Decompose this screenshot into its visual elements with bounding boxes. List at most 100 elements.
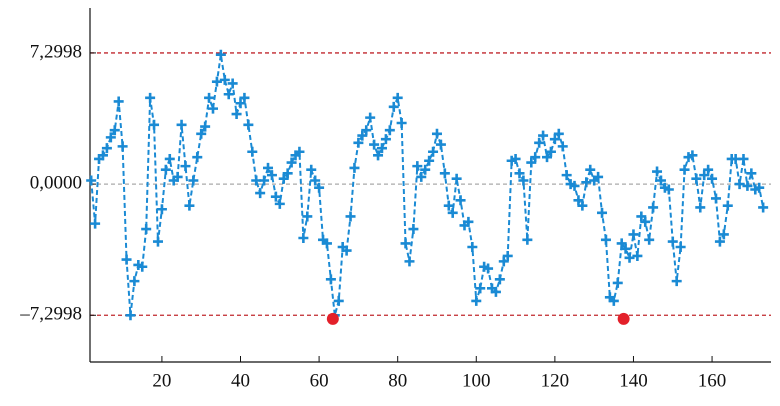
point-marker bbox=[141, 224, 152, 235]
point-marker bbox=[412, 161, 423, 172]
point-marker bbox=[353, 137, 364, 148]
point-marker bbox=[608, 295, 619, 306]
point-marker bbox=[215, 49, 226, 60]
point-marker bbox=[164, 153, 175, 164]
point-marker bbox=[341, 245, 352, 256]
point-marker bbox=[475, 283, 486, 294]
point-marker bbox=[738, 153, 749, 164]
x-tick-label: 160 bbox=[698, 370, 727, 391]
point-marker bbox=[121, 254, 132, 265]
point-marker bbox=[400, 238, 411, 249]
point-marker bbox=[648, 202, 659, 213]
point-marker bbox=[522, 234, 533, 245]
point-marker bbox=[156, 204, 167, 215]
point-marker bbox=[420, 164, 431, 175]
point-marker bbox=[652, 166, 663, 177]
point-marker bbox=[129, 276, 140, 287]
point-marker bbox=[424, 155, 435, 166]
x-tick-label: 120 bbox=[541, 370, 570, 391]
point-marker bbox=[703, 164, 714, 175]
point-marker bbox=[286, 157, 297, 168]
point-marker bbox=[373, 150, 384, 161]
point-marker bbox=[510, 153, 521, 164]
point-marker bbox=[180, 161, 191, 172]
point-marker bbox=[687, 150, 698, 161]
point-marker bbox=[463, 216, 474, 227]
point-marker bbox=[270, 191, 281, 202]
point-marker bbox=[483, 263, 494, 274]
point-marker bbox=[160, 164, 171, 175]
point-marker bbox=[746, 168, 757, 179]
point-marker bbox=[471, 295, 482, 306]
x-tick-label: 140 bbox=[619, 370, 648, 391]
point-marker bbox=[369, 139, 380, 150]
point-marker bbox=[204, 92, 215, 103]
point-marker bbox=[518, 175, 529, 186]
point-marker bbox=[443, 200, 454, 211]
point-marker bbox=[97, 150, 108, 161]
point-marker bbox=[585, 164, 596, 175]
point-marker bbox=[192, 152, 203, 163]
point-marker bbox=[467, 241, 478, 252]
point-marker bbox=[263, 162, 274, 173]
point-marker bbox=[113, 96, 124, 107]
point-marker bbox=[223, 89, 234, 100]
point-marker bbox=[384, 125, 395, 136]
point-marker bbox=[239, 92, 250, 103]
point-marker bbox=[255, 188, 266, 199]
point-marker bbox=[573, 195, 584, 206]
point-marker bbox=[502, 250, 513, 261]
point-marker bbox=[663, 184, 674, 195]
point-marker bbox=[278, 173, 289, 184]
point-marker bbox=[357, 130, 368, 141]
point-marker bbox=[636, 211, 647, 222]
point-marker bbox=[722, 200, 733, 211]
point-marker bbox=[125, 310, 136, 321]
point-marker bbox=[266, 170, 277, 181]
point-marker bbox=[593, 171, 604, 182]
point-marker bbox=[616, 238, 627, 249]
point-marker bbox=[600, 234, 611, 245]
point-marker bbox=[325, 274, 336, 285]
point-marker bbox=[549, 134, 560, 145]
x-tick-label: 80 bbox=[388, 370, 407, 391]
series-line bbox=[90, 54, 765, 316]
point-marker bbox=[282, 168, 293, 179]
point-marker bbox=[439, 168, 450, 179]
point-marker bbox=[734, 179, 745, 190]
point-marker bbox=[101, 143, 112, 154]
point-marker bbox=[137, 261, 148, 272]
point-marker bbox=[675, 241, 686, 252]
point-marker bbox=[86, 175, 97, 186]
point-marker bbox=[219, 74, 230, 85]
point-marker bbox=[388, 101, 399, 112]
point-marker bbox=[447, 207, 458, 218]
point-marker bbox=[714, 236, 725, 247]
point-marker bbox=[145, 92, 156, 103]
point-marker bbox=[561, 170, 572, 181]
point-marker bbox=[655, 175, 666, 186]
point-marker bbox=[314, 182, 325, 193]
point-marker bbox=[514, 168, 525, 179]
point-marker bbox=[498, 256, 509, 267]
point-marker bbox=[196, 128, 207, 139]
point-marker bbox=[632, 250, 643, 261]
point-marker bbox=[699, 170, 710, 181]
point-marker bbox=[392, 92, 403, 103]
point-marker bbox=[581, 177, 592, 188]
point-marker bbox=[542, 152, 553, 163]
point-marker bbox=[577, 200, 588, 211]
point-marker bbox=[545, 146, 556, 157]
point-marker bbox=[349, 162, 360, 173]
point-marker bbox=[184, 200, 195, 211]
point-marker bbox=[172, 171, 183, 182]
point-marker bbox=[200, 121, 211, 132]
point-marker bbox=[306, 164, 317, 175]
point-marker bbox=[152, 236, 163, 247]
point-marker bbox=[294, 146, 305, 157]
point-marker bbox=[298, 233, 309, 244]
point-marker bbox=[105, 132, 116, 143]
x-tick-label: 100 bbox=[462, 370, 491, 391]
point-marker bbox=[644, 234, 655, 245]
point-marker bbox=[597, 207, 608, 218]
